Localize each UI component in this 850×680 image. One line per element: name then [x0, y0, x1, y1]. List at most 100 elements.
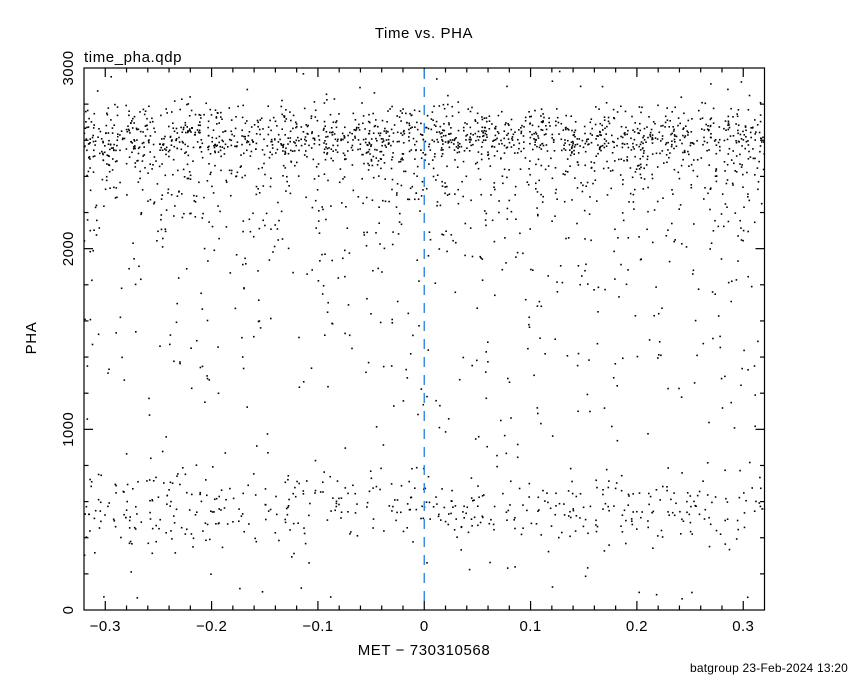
data-point	[585, 185, 587, 187]
data-point	[574, 144, 577, 146]
data-point	[102, 140, 104, 143]
data-point	[296, 480, 298, 483]
data-point	[457, 147, 459, 150]
data-point	[134, 162, 137, 164]
data-point	[253, 473, 255, 475]
data-point	[384, 127, 386, 130]
data-point	[748, 199, 751, 202]
data-point	[416, 175, 418, 177]
data-point	[745, 140, 748, 143]
data-point	[190, 212, 192, 215]
data-point	[634, 171, 637, 173]
data-point	[207, 146, 209, 149]
data-point	[435, 399, 437, 402]
data-point	[703, 140, 706, 143]
data-point	[658, 341, 661, 343]
data-point	[488, 522, 491, 525]
data-point	[147, 200, 149, 202]
data-point	[415, 192, 417, 194]
data-point	[400, 120, 402, 122]
data-point	[284, 153, 286, 155]
data-point	[640, 111, 642, 114]
data-point	[570, 516, 572, 519]
data-point	[713, 140, 716, 142]
data-point	[370, 138, 373, 140]
data-point	[107, 132, 110, 134]
data-point	[313, 178, 316, 180]
data-point	[218, 508, 220, 510]
data-point	[712, 337, 714, 340]
data-point	[243, 530, 245, 533]
data-point	[510, 146, 513, 148]
data-point	[295, 139, 298, 142]
data-point	[131, 142, 133, 144]
data-point	[179, 362, 181, 365]
data-point	[343, 176, 346, 178]
data-point	[483, 117, 486, 119]
data-point	[186, 103, 188, 106]
data-point	[105, 175, 108, 178]
data-point	[184, 143, 186, 146]
data-point	[567, 139, 569, 142]
data-point	[441, 233, 443, 236]
data-point	[97, 498, 100, 501]
data-point	[599, 134, 601, 136]
data-point	[598, 108, 600, 110]
data-point	[602, 493, 604, 496]
data-point	[402, 159, 404, 161]
data-point	[476, 135, 479, 138]
data-point	[689, 142, 692, 144]
data-point	[581, 139, 584, 142]
data-point	[694, 319, 697, 322]
data-point	[216, 123, 218, 125]
data-point	[207, 135, 210, 137]
data-point	[274, 532, 277, 534]
data-point	[624, 132, 626, 134]
data-point	[465, 175, 468, 178]
data-point	[277, 201, 279, 204]
data-point	[747, 230, 749, 233]
data-point	[584, 575, 587, 578]
data-point	[203, 247, 206, 250]
data-point	[343, 137, 346, 139]
data-point	[300, 126, 303, 128]
data-point	[545, 128, 548, 131]
data-point	[534, 131, 537, 134]
data-point	[307, 133, 309, 135]
data-point	[627, 129, 629, 132]
data-point	[516, 152, 519, 154]
data-point	[572, 140, 574, 143]
data-point	[160, 214, 163, 216]
data-point	[186, 126, 188, 128]
data-point	[338, 503, 340, 506]
data-point	[451, 115, 454, 117]
data-point	[587, 138, 590, 140]
data-point	[586, 567, 589, 569]
data-point	[205, 102, 207, 105]
data-point	[156, 183, 159, 185]
data-point	[595, 138, 597, 140]
data-point	[681, 598, 683, 600]
data-point	[466, 147, 468, 149]
data-point	[448, 123, 450, 126]
data-point	[241, 513, 244, 515]
data-point	[164, 228, 167, 230]
data-point	[508, 141, 511, 144]
data-point	[444, 182, 446, 184]
data-point	[380, 138, 383, 140]
data-point	[458, 143, 461, 145]
data-point	[354, 512, 357, 514]
data-point	[258, 299, 260, 301]
data-point	[742, 130, 744, 133]
data-point	[660, 354, 662, 357]
data-point	[328, 147, 330, 149]
data-point	[697, 288, 700, 290]
data-point	[706, 494, 709, 496]
data-point	[377, 267, 379, 270]
data-point	[631, 176, 634, 179]
data-point	[640, 516, 642, 519]
data-point	[258, 320, 261, 322]
data-point	[92, 171, 95, 173]
data-point	[491, 145, 494, 148]
